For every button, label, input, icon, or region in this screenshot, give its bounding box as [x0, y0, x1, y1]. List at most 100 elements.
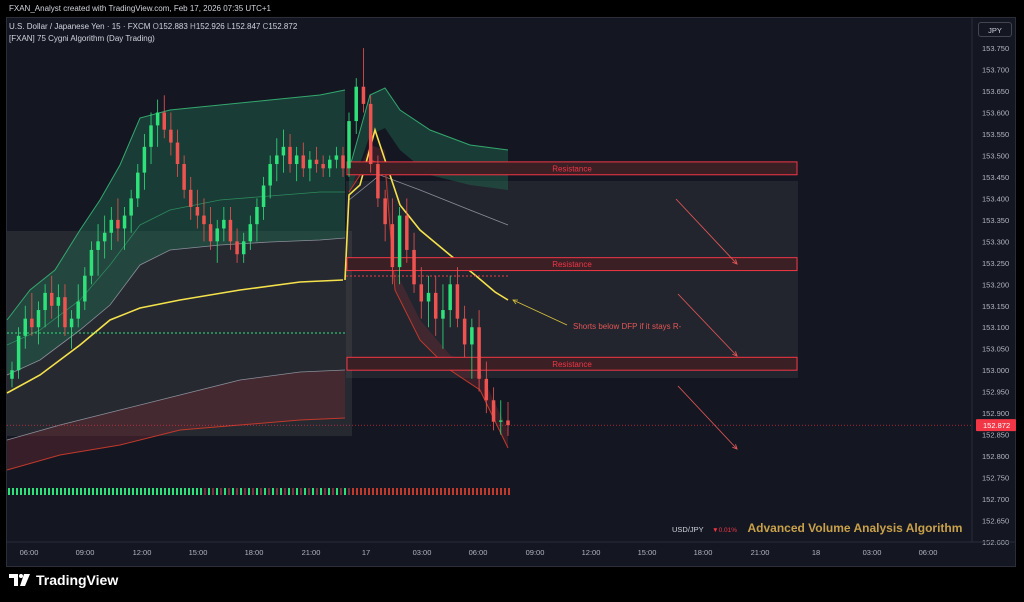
candle-body[interactable] [208, 224, 213, 242]
candle-body[interactable] [202, 215, 206, 225]
candle-body[interactable] [383, 198, 387, 225]
candle-body[interactable] [255, 206, 259, 225]
volume-bar [488, 488, 490, 495]
candle-body[interactable] [102, 232, 107, 242]
candle-body[interactable] [412, 249, 416, 285]
resistance-zone[interactable] [346, 257, 798, 272]
volume-bar [380, 488, 382, 495]
candle-body[interactable] [23, 318, 27, 336]
candle-body[interactable] [301, 155, 306, 169]
candle-body[interactable] [419, 284, 424, 302]
candle-body[interactable] [281, 146, 286, 156]
projection-arrow-head [732, 259, 738, 265]
candle-body[interactable] [43, 292, 47, 311]
candle-body[interactable] [484, 378, 489, 401]
candle-body[interactable] [36, 310, 41, 328]
candle-body[interactable] [188, 189, 193, 207]
volume-bar [132, 488, 134, 495]
candle-body[interactable] [499, 420, 503, 422]
candle-body[interactable] [175, 142, 180, 165]
candle-body[interactable] [347, 121, 351, 169]
candle-body[interactable] [441, 310, 445, 319]
candle-body[interactable] [69, 318, 74, 328]
close-value: 152.872 [268, 22, 298, 31]
candle-body[interactable] [235, 241, 239, 255]
volume-bar [268, 488, 270, 495]
high-label: H [190, 22, 196, 31]
candle-body[interactable] [268, 164, 272, 186]
x-tick-label: 18:00 [245, 548, 264, 557]
volume-bar [464, 488, 466, 495]
instrument-label[interactable]: U.S. Dollar / Japanese Yen · 15 · FXCM [9, 22, 151, 31]
candle-body[interactable] [169, 129, 173, 143]
volume-bar [332, 488, 334, 495]
candle-body[interactable] [155, 112, 160, 126]
candle-body[interactable] [368, 103, 373, 165]
candle-body[interactable] [96, 241, 100, 250]
candle-body[interactable] [462, 318, 467, 345]
candle-body[interactable] [89, 249, 94, 276]
currency-button[interactable]: JPY [978, 22, 1012, 37]
candle-body[interactable] [241, 241, 246, 255]
candle-body[interactable] [129, 198, 133, 216]
candle-body[interactable] [376, 164, 380, 199]
candle-body[interactable] [308, 159, 312, 169]
volume-bar [484, 488, 486, 495]
candle-body[interactable] [491, 400, 496, 422]
candle-body[interactable] [341, 155, 345, 169]
candle-body[interactable] [314, 159, 319, 165]
candle-body[interactable] [354, 86, 358, 122]
volume-bar [400, 488, 402, 495]
candle-body[interactable] [470, 327, 474, 345]
candle-body[interactable] [215, 228, 219, 242]
volume-bar [20, 488, 22, 495]
candle-body[interactable] [116, 219, 120, 229]
candle-body[interactable] [149, 125, 153, 147]
candle-body[interactable] [248, 224, 253, 242]
resistance-zone[interactable] [346, 356, 798, 371]
candle-body[interactable] [321, 164, 325, 169]
candle-body[interactable] [109, 219, 114, 233]
header-line-1: FXAN_Analyst created with TradingView.co… [9, 4, 271, 13]
candle-body[interactable] [76, 301, 80, 319]
candle-body[interactable] [56, 297, 61, 306]
candle-body[interactable] [182, 164, 186, 190]
candle-body[interactable] [142, 146, 147, 173]
candle-body[interactable] [222, 219, 226, 229]
candle-body[interactable] [16, 335, 21, 371]
candle-body[interactable] [397, 215, 402, 268]
candle-body[interactable] [361, 86, 366, 104]
candle-body[interactable] [288, 146, 292, 165]
candle-body[interactable] [275, 155, 279, 165]
candle-body[interactable] [10, 370, 14, 379]
candle-body[interactable] [162, 112, 167, 130]
candle-body[interactable] [477, 327, 481, 379]
tradingview-brand[interactable]: TradingView [9, 572, 118, 588]
candle-body[interactable] [334, 155, 339, 160]
candle-body[interactable] [228, 219, 233, 242]
resistance-zone[interactable] [346, 161, 798, 176]
candle-body[interactable] [30, 318, 34, 328]
candle-body[interactable] [405, 215, 409, 250]
candle-body[interactable] [328, 159, 332, 169]
volume-bar [408, 488, 410, 495]
candle-body[interactable] [136, 172, 140, 199]
candle-body[interactable] [426, 292, 431, 302]
indicator-name: [FXAN] 75 Cygni Algorithm (Day Trading) [9, 34, 155, 43]
candle-body[interactable] [294, 155, 299, 165]
candle-body[interactable] [195, 206, 200, 216]
candle-body[interactable] [49, 292, 54, 306]
candle-body[interactable] [390, 224, 395, 268]
candle-body[interactable] [448, 284, 452, 311]
indicator-label[interactable]: [FXAN] 75 Cygni Algorithm (Day Trading) [9, 34, 155, 43]
candle-body[interactable] [455, 284, 460, 319]
candle-body[interactable] [433, 292, 438, 319]
candle-body[interactable] [83, 275, 87, 302]
dfp-line-day2 [344, 127, 509, 301]
candle-body[interactable] [63, 297, 67, 328]
candle-body[interactable] [261, 185, 266, 207]
candle-body[interactable] [122, 215, 127, 229]
candle-body[interactable] [506, 420, 510, 426]
chart-frame[interactable] [6, 17, 1016, 567]
